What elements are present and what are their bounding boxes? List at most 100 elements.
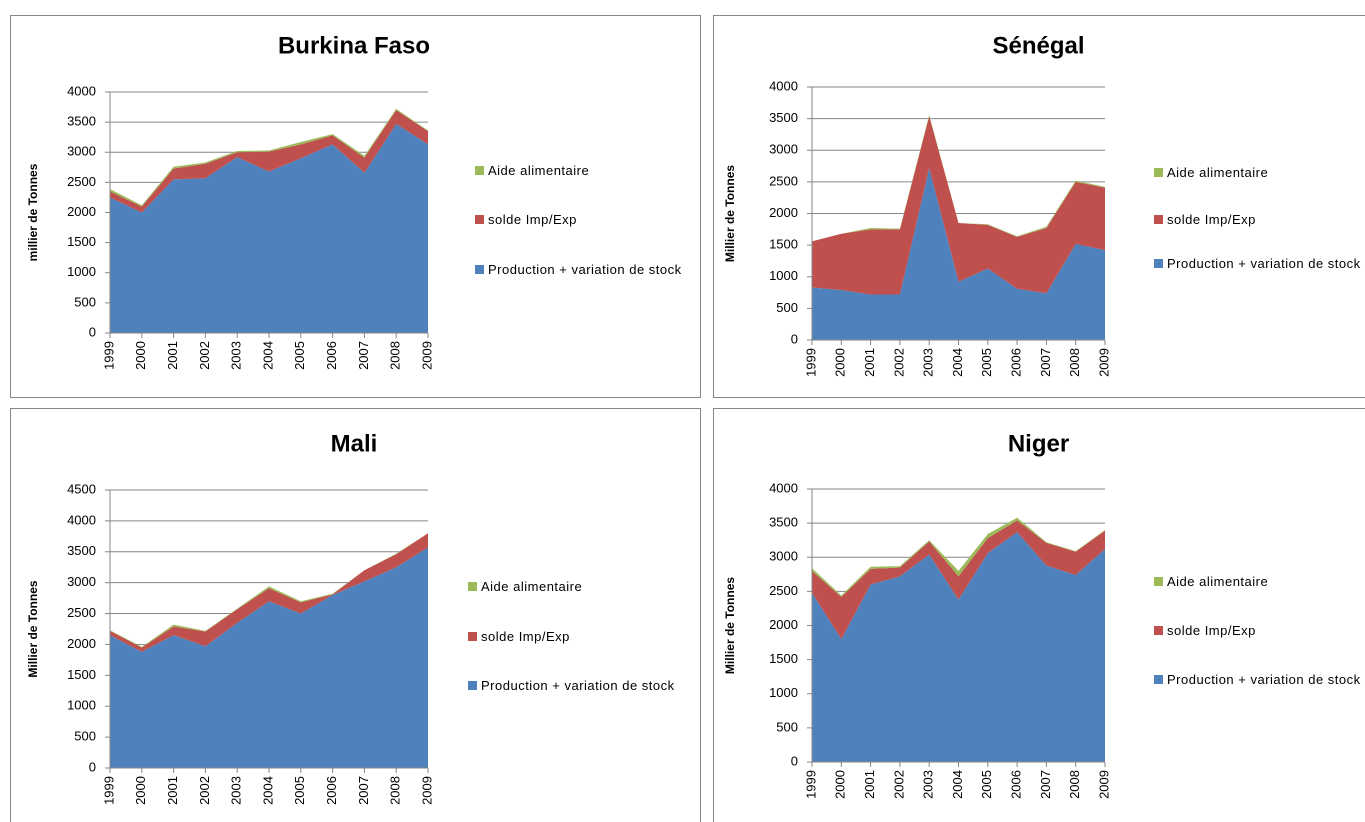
legend-item: solde Imp/Exp: [468, 628, 699, 646]
x-tick-label: 1999: [101, 341, 116, 370]
area: [110, 533, 428, 652]
legend-item: solde Imp/Exp: [1154, 622, 1365, 640]
chart-panel: Sénégal 0 500 1000 1500 2000 2500 3000 3500 4000 1…: [713, 15, 1365, 398]
legend-swatch: [475, 215, 484, 224]
x-tick-label: 2002: [891, 348, 906, 377]
y-tick-label: 1500: [67, 667, 96, 682]
y-tick-label: 1000: [67, 698, 96, 713]
chart-panel: Niger 0 500 1000 1500 2000 2500 3000 3500 4000 199…: [713, 408, 1365, 822]
x-tick-label: 2005: [292, 776, 307, 805]
chart-title: Sénégal: [992, 32, 1084, 59]
legend-label: solde Imp/Exp: [1167, 212, 1256, 227]
area: [110, 108, 428, 207]
y-axis-label: Millier de Tonnes: [26, 580, 40, 677]
y-tick-label: 0: [89, 324, 96, 339]
area: [110, 110, 428, 213]
x-tick-label: 2007: [356, 341, 371, 370]
legend-swatch: [1154, 626, 1163, 635]
chart-title: Burkina Faso: [278, 32, 430, 59]
legend-label: Production + variation de stock: [1167, 672, 1361, 687]
x-tick-label: 2004: [260, 341, 275, 370]
x-tick-label: 2009: [1096, 770, 1111, 799]
chart-title: Niger: [1008, 430, 1069, 457]
y-tick-label: 1000: [67, 264, 96, 279]
legend-label: Production + variation de stock: [488, 262, 682, 277]
x-tick-label: 2003: [921, 770, 936, 799]
x-tick-label: 2001: [165, 776, 180, 805]
x-tick-label: 2004: [950, 770, 965, 799]
x-tick-label: 2007: [1038, 348, 1053, 377]
x-tick-label: 2000: [133, 776, 148, 805]
legend-swatch: [1154, 577, 1163, 586]
x-tick-label: 2006: [1009, 348, 1024, 377]
x-tick-label: 2003: [229, 341, 244, 370]
y-tick-label: 3000: [769, 142, 798, 157]
legend-item: Production + variation de stock: [1154, 671, 1365, 689]
x-tick-label: 2001: [165, 341, 180, 370]
x-tick-label: 2008: [1067, 770, 1082, 799]
chart-title: Mali: [331, 430, 378, 457]
y-tick-label: 1500: [769, 237, 798, 252]
legend-label: Aide alimentaire: [488, 163, 590, 178]
x-tick-label: 2007: [1038, 770, 1053, 799]
x-tick-label: 2006: [324, 776, 339, 805]
y-tick-label: 4000: [67, 512, 96, 527]
x-tick-label: 2009: [419, 776, 434, 805]
legend-swatch: [1154, 168, 1163, 177]
legend-item: Aide alimentaire: [1154, 164, 1365, 182]
x-tick-label: 1999: [803, 348, 818, 377]
legend-item: Aide alimentaire: [1154, 573, 1365, 591]
y-axis-label: Millier de Tonnes: [723, 165, 737, 262]
legend-label: Production + variation de stock: [481, 678, 675, 693]
legend-label: Aide alimentaire: [1167, 165, 1269, 180]
x-tick-label: 2008: [1067, 348, 1082, 377]
x-tick-label: 2006: [1009, 770, 1024, 799]
y-tick-label: 2500: [67, 605, 96, 620]
legend-item: Aide alimentaire: [475, 162, 706, 180]
legend-label: solde Imp/Exp: [1167, 623, 1256, 638]
y-tick-label: 2000: [67, 204, 96, 219]
legend-item: Aide alimentaire: [468, 578, 699, 596]
x-tick-label: 2002: [197, 341, 212, 370]
y-tick-label: 4000: [67, 83, 96, 98]
y-tick-label: 3500: [67, 543, 96, 558]
area: [812, 531, 1105, 762]
x-tick-label: 2005: [979, 770, 994, 799]
x-tick-label: 2000: [133, 341, 148, 370]
y-tick-label: 2000: [769, 617, 798, 632]
y-tick-label: 1500: [769, 651, 798, 666]
legend-item: Production + variation de stock: [475, 261, 706, 279]
y-tick-label: 3000: [67, 144, 96, 159]
x-tick-label: 2008: [388, 341, 403, 370]
y-axis-label: Millier de Tonnes: [723, 577, 737, 674]
y-tick-label: 0: [791, 331, 798, 346]
chart-panel: Burkina Faso 0 500 1000 1500 2000 2500 3000 3500…: [10, 15, 701, 398]
y-tick-label: 0: [89, 759, 96, 774]
x-tick-label: 2009: [1096, 348, 1111, 377]
legend-swatch: [475, 265, 484, 274]
y-tick-label: 0: [791, 753, 798, 768]
y-tick-label: 3000: [769, 549, 798, 564]
area: [110, 547, 428, 768]
x-tick-label: 2005: [979, 348, 994, 377]
legend-swatch: [468, 632, 477, 641]
legend-label: solde Imp/Exp: [481, 629, 570, 644]
legend-item: Production + variation de stock: [1154, 255, 1365, 273]
x-tick-label: 2002: [197, 776, 212, 805]
y-tick-label: 500: [74, 729, 96, 744]
y-tick-label: 3500: [67, 114, 96, 129]
legend-swatch: [468, 681, 477, 690]
legend-item: solde Imp/Exp: [1154, 211, 1365, 229]
legend-label: solde Imp/Exp: [488, 212, 577, 227]
x-tick-label: 2009: [419, 341, 434, 370]
y-tick-label: 500: [74, 294, 96, 309]
x-tick-label: 2004: [260, 776, 275, 805]
x-tick-label: 2004: [950, 348, 965, 377]
area: [812, 116, 1105, 295]
legend-swatch: [1154, 259, 1163, 268]
area: [812, 520, 1105, 640]
x-tick-label: 1999: [803, 770, 818, 799]
y-tick-label: 500: [776, 719, 798, 734]
